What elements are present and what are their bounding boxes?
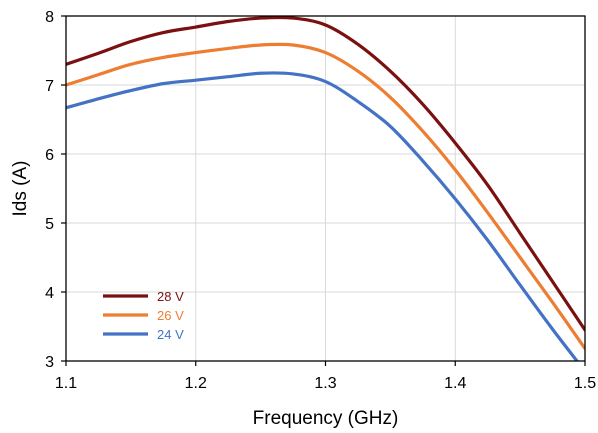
series-lines: [66, 16, 585, 361]
gridlines: [66, 16, 585, 361]
y-tick-label: 6: [45, 147, 54, 164]
y-tick-label: 7: [45, 78, 54, 95]
x-tick-label: 1.5: [574, 375, 596, 392]
y-tick-label: 8: [45, 9, 54, 26]
y-tick-label: 5: [45, 216, 54, 233]
x-axis-label: Frequency (GHz): [253, 408, 399, 429]
y-tick-label: 4: [45, 285, 54, 302]
x-tick-label: 1.3: [314, 375, 336, 392]
legend-label-26v: 26 V: [157, 308, 184, 323]
y-tick-label: 3: [45, 354, 54, 371]
series-line-28v: [66, 16, 585, 332]
series-line-24v: [66, 71, 579, 361]
legend: 28 V 26 V 24 V: [103, 289, 184, 342]
series-line-26v: [66, 42, 585, 351]
legend-label-24v: 24 V: [157, 327, 184, 342]
axis-ticks: [61, 15, 586, 366]
x-tick-label: 1.4: [444, 375, 466, 392]
x-tick-label: 1.1: [55, 375, 77, 392]
legend-label-28v: 28 V: [157, 289, 184, 304]
tick-labels: 1.1 1.2 1.3 1.4 1.5 3 4 5 6 7 8: [45, 9, 596, 392]
y-axis-label: Ids (A): [10, 161, 31, 217]
x-tick-label: 1.2: [185, 375, 207, 392]
